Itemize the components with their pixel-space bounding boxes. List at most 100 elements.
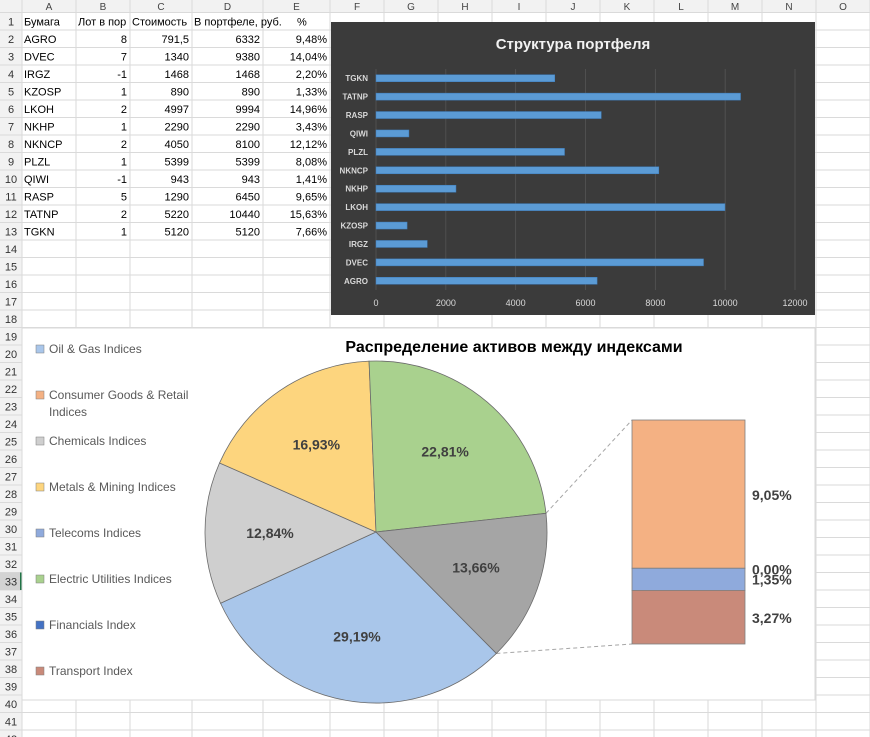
row-header: 7 xyxy=(8,122,14,134)
number-cell: 9380 xyxy=(236,52,260,64)
ticker-cell: QIWI xyxy=(24,174,49,186)
row-header: 1 xyxy=(8,17,14,29)
legend-swatch xyxy=(35,620,45,630)
row-header: 29 xyxy=(5,507,17,519)
legend-swatch xyxy=(35,482,45,492)
bar-category-label: IRGZ xyxy=(349,240,368,249)
number-cell: 890 xyxy=(242,87,260,99)
row-header: 39 xyxy=(5,682,17,694)
legend-label: Consumer Goods & Retail Indices xyxy=(49,388,188,419)
number-cell: 1 xyxy=(121,87,127,99)
column-header-m: M xyxy=(731,2,739,13)
ticker-cell: DVEC xyxy=(24,52,55,64)
pie-bar-connector-lines xyxy=(496,419,633,654)
row-header: 34 xyxy=(5,594,17,606)
row-header: 5 xyxy=(8,87,14,99)
number-cell: 9,65% xyxy=(296,192,327,204)
number-cell: 7,66% xyxy=(296,227,327,239)
bar-dvec xyxy=(375,258,704,267)
portfolio-bar-chart[interactable]: Структура портфеля TGKN TATNP RASP QIWI PLZL… xyxy=(331,22,815,315)
bar-tick-label: 8000 xyxy=(645,298,665,308)
row-header: 6 xyxy=(8,104,14,116)
number-cell: 9,48% xyxy=(296,34,327,46)
row-header: 2 xyxy=(8,34,14,46)
legend-swatch xyxy=(35,666,45,676)
pie-slice xyxy=(220,531,497,704)
pie-chart-legend: Oil & Gas Indices Consumer Goods & Retail… xyxy=(35,342,188,678)
legend-swatch xyxy=(35,390,45,400)
legend-label: Telecoms Indices xyxy=(49,526,141,540)
column-header-j: J xyxy=(571,2,576,13)
bar-category-label: TATNP xyxy=(343,93,369,102)
bar-category-label: LKOH xyxy=(345,203,368,212)
pie-slice-label: 13,66% xyxy=(452,559,500,575)
column-header-o: O xyxy=(839,2,847,13)
bar-lkoh xyxy=(375,203,726,211)
ticker-cell: RASP xyxy=(24,192,54,204)
number-cell: 5 xyxy=(121,192,127,204)
number-cell: 5120 xyxy=(236,227,260,239)
stack-segment xyxy=(631,419,746,569)
row-header: 11 xyxy=(5,192,16,204)
row-header: 27 xyxy=(5,472,17,484)
number-cell: 5399 xyxy=(236,157,260,169)
column-header-a: A xyxy=(46,2,53,13)
column-header-bar xyxy=(0,0,870,13)
stack-segment-label: 3,27% xyxy=(752,610,792,626)
bar-tick-label: 6000 xyxy=(575,298,595,308)
row-header: 21 xyxy=(5,367,17,379)
index-pie-chart[interactable]: Распределение активов между индексами Oi… xyxy=(21,327,816,704)
row-header: 8 xyxy=(8,139,14,151)
number-cell: 1,33% xyxy=(296,87,327,99)
number-cell: 8,08% xyxy=(296,157,327,169)
row-header: 35 xyxy=(5,612,17,624)
legend-swatch xyxy=(35,574,45,584)
pie-slice-label: 22,81% xyxy=(421,444,469,460)
row-header: 4 xyxy=(8,69,14,81)
legend-label: Electric Utilities Indices xyxy=(49,572,172,586)
row-header: 15 xyxy=(5,262,17,274)
bar-chart-bars xyxy=(375,74,741,285)
bar-irgz xyxy=(375,240,428,248)
row-header: 18 xyxy=(5,314,17,326)
cells: Бумага Лот в пор Стоимость В портфеле, руб.… xyxy=(24,17,327,239)
row-header: 19 xyxy=(5,332,17,344)
bar-category-label: DVEC xyxy=(346,258,368,267)
row-header: 12 xyxy=(5,209,17,221)
legend-label: Chemicals Indices xyxy=(49,434,146,448)
pie-slice xyxy=(375,512,548,655)
number-cell: 2,20% xyxy=(296,69,327,81)
number-cell: 943 xyxy=(242,174,260,186)
bar-category-label: KZOSP xyxy=(340,222,368,231)
row-header: 10 xyxy=(5,174,17,186)
number-cell: 2 xyxy=(121,139,127,151)
number-cell: 2 xyxy=(121,104,127,116)
ticker-cell: TATNP xyxy=(24,209,58,221)
ticker-cell: AGRO xyxy=(24,34,57,46)
number-cell: 791,5 xyxy=(161,34,189,46)
bar-rasp xyxy=(375,111,602,119)
column-header-n: N xyxy=(785,2,792,13)
number-cell: 1340 xyxy=(165,52,189,64)
ticker-cell: LKOH xyxy=(24,104,54,116)
pie-chart-title: Распределение активов между индексами xyxy=(345,339,682,356)
bar-chart-category-labels: TGKN TATNP RASP QIWI PLZL NKNCP NKHP LKOH KZOSP I… xyxy=(340,74,369,286)
column-header-l: L xyxy=(678,2,684,13)
number-cell: 7 xyxy=(121,52,127,64)
connector-bottom xyxy=(496,643,633,654)
number-cell: 3,43% xyxy=(296,122,327,134)
number-cell: 10440 xyxy=(229,209,260,221)
legend-label: Metals & Mining Indices xyxy=(49,480,176,494)
bar-chart-tick-labels: 0 2000 4000 6000 8000 10000 12000 xyxy=(373,298,807,308)
bar-tick-label: 12000 xyxy=(782,298,807,308)
legend-swatch xyxy=(35,344,45,354)
bar-tgkn xyxy=(375,74,556,82)
header-cell: Стоимость xyxy=(132,17,187,29)
number-cell: 9994 xyxy=(236,104,260,116)
bar-nkncp xyxy=(375,166,660,175)
stack-segment-label: 1,35% xyxy=(752,571,792,587)
row-header: 37 xyxy=(5,647,17,659)
number-cell: 1 xyxy=(121,227,127,239)
number-cell: 15,63% xyxy=(290,209,328,221)
column-header-b: B xyxy=(100,2,107,13)
